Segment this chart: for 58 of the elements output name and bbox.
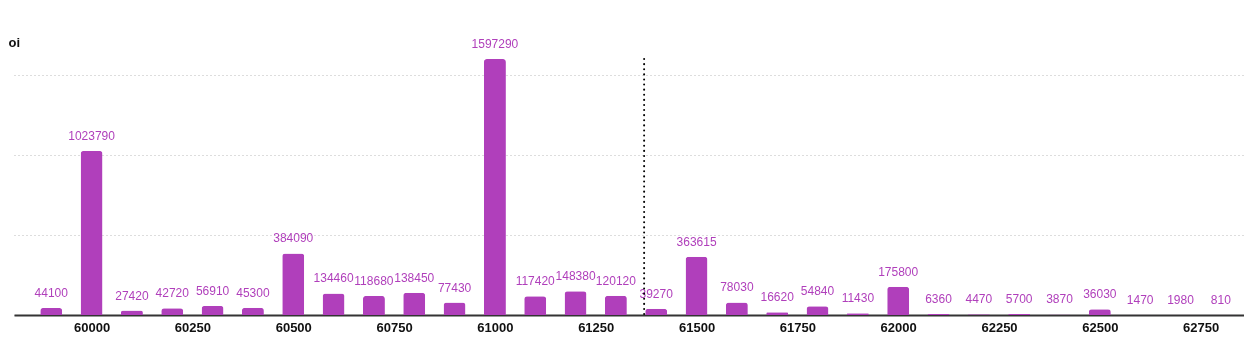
x-tick-label: 60500 — [275, 319, 312, 335]
data-label: 11430 — [841, 291, 875, 306]
data-label: 1470 — [1126, 292, 1154, 307]
bar — [564, 291, 587, 315]
bar — [725, 302, 748, 315]
data-label: 39270 — [639, 286, 674, 301]
bar — [887, 286, 910, 315]
x-tick-label: 62250 — [981, 319, 1018, 335]
bar — [80, 150, 103, 315]
data-label: 1023790 — [68, 128, 116, 143]
data-label: 134460 — [313, 271, 354, 286]
data-label: 78030 — [720, 280, 754, 295]
data-label: 363615 — [676, 234, 717, 249]
bar — [201, 305, 224, 315]
bar — [40, 307, 63, 315]
bar — [483, 59, 506, 315]
bar — [362, 295, 385, 315]
data-label: 36030 — [1083, 287, 1117, 302]
x-tick-label: 62750 — [1183, 319, 1220, 335]
data-label: 77430 — [437, 280, 472, 295]
data-label: 6360 — [925, 291, 953, 306]
bar — [282, 253, 305, 315]
data-label: 16620 — [760, 290, 795, 305]
x-tick-label: 61000 — [477, 319, 514, 335]
data-label: 5700 — [1005, 292, 1033, 307]
data-label: 44100 — [34, 285, 69, 300]
bar — [524, 296, 547, 315]
bar — [322, 293, 345, 315]
data-label: 148380 — [555, 269, 596, 284]
x-tick-label: 61750 — [779, 319, 816, 335]
bar — [685, 256, 708, 315]
data-label: 42720 — [155, 286, 190, 301]
data-label: 117420 — [515, 274, 556, 289]
data-label: 54840 — [800, 284, 835, 299]
data-label: 120120 — [595, 273, 637, 288]
data-label: 45300 — [236, 285, 270, 300]
y-axis-title: oi — [8, 34, 21, 50]
bar — [403, 292, 426, 315]
data-label: 1597290 — [471, 37, 519, 51]
bar — [604, 295, 627, 315]
x-tick-label: 61500 — [678, 319, 716, 335]
data-label: 118680 — [354, 273, 394, 288]
data-label: 4470 — [965, 292, 993, 307]
data-label: 810 — [1210, 292, 1232, 307]
data-label: 56910 — [195, 283, 230, 298]
data-label: 1980 — [1167, 292, 1195, 307]
data-label: 175800 — [878, 264, 919, 279]
data-label: 138450 — [394, 270, 435, 285]
data-label: 384090 — [273, 231, 314, 246]
x-tick-label: 60750 — [376, 319, 413, 335]
x-tick-label: 62000 — [880, 319, 917, 335]
x-tick-label: 62500 — [1082, 319, 1119, 335]
x-tick-label: 61250 — [578, 319, 615, 335]
data-label: 27420 — [115, 288, 149, 303]
bar — [443, 302, 466, 315]
x-tick-label: 60250 — [174, 319, 211, 335]
data-label: 3870 — [1046, 292, 1074, 307]
x-tick-label: 60000 — [74, 319, 111, 335]
